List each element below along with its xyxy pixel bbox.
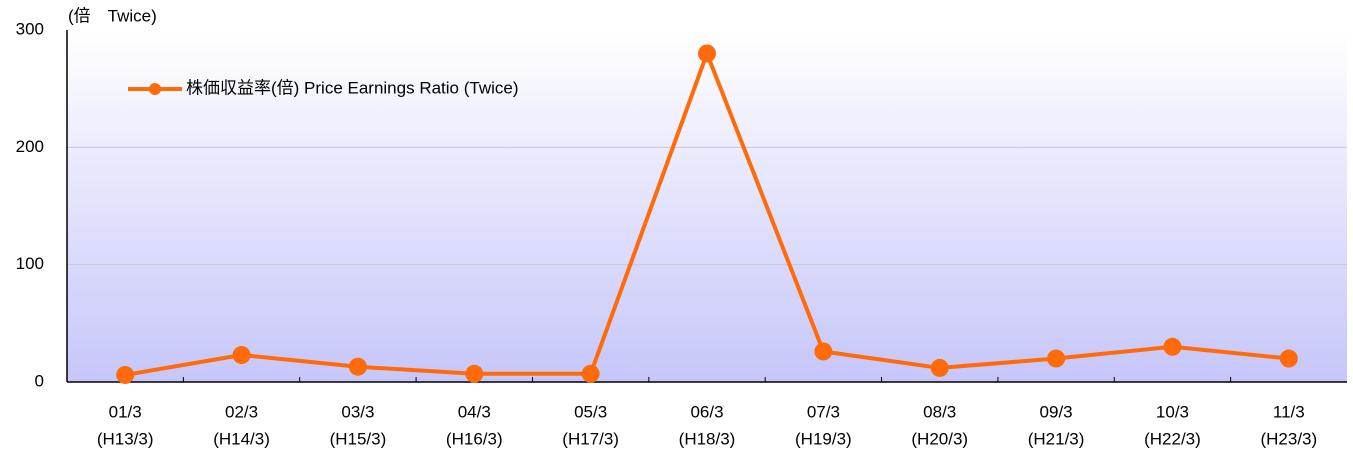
y-tick-label: 0 (35, 371, 44, 390)
x-tick-label: 11/3 (1273, 402, 1305, 421)
x-tick-label: (H20/3) (911, 429, 968, 448)
marker (1047, 349, 1066, 368)
x-tick-label: (H13/3) (97, 429, 154, 448)
x-tick-label: (H21/3) (1028, 429, 1085, 448)
marker (1163, 337, 1182, 356)
x-tick-label: 03/3 (341, 402, 374, 421)
x-tick-label: (H22/3) (1144, 429, 1201, 448)
x-tick-label: (H14/3) (213, 429, 270, 448)
x-tick-label: (H19/3) (795, 429, 852, 448)
legend-marker (149, 83, 161, 95)
x-tick-label: (H16/3) (446, 429, 503, 448)
marker (232, 346, 251, 365)
marker (698, 44, 716, 63)
marker (581, 364, 600, 383)
x-tick-label: 07/3 (807, 402, 840, 421)
x-tick-label: (H15/3) (330, 429, 387, 448)
y-tick-label: 200 (16, 137, 44, 156)
marker (814, 342, 833, 361)
x-tick-label: 02/3 (225, 402, 258, 421)
x-tick-label: 01/3 (109, 402, 142, 421)
x-tick-label: 06/3 (690, 402, 723, 421)
x-tick-label: 05/3 (574, 402, 607, 421)
marker (348, 357, 367, 376)
marker (1279, 349, 1298, 368)
x-tick-label: 04/3 (458, 402, 491, 421)
marker (116, 365, 135, 384)
x-tick-label: (H18/3) (679, 429, 736, 448)
plot-area (67, 30, 1347, 382)
y-axis-label: (倍 Twice) (68, 6, 157, 25)
x-tick-label: 09/3 (1040, 402, 1073, 421)
y-tick-label: 300 (16, 19, 44, 38)
marker (930, 358, 949, 377)
marker (465, 364, 484, 383)
x-tick-label: 10/3 (1156, 402, 1189, 421)
y-tick-label: 100 (16, 254, 44, 273)
x-tick-label: (H17/3) (562, 429, 619, 448)
legend-label: 株価収益率(倍) Price Earnings Ratio (Twice) (186, 78, 519, 97)
x-tick-label: 08/3 (923, 402, 956, 421)
x-tick-label: (H23/3) (1260, 429, 1317, 448)
